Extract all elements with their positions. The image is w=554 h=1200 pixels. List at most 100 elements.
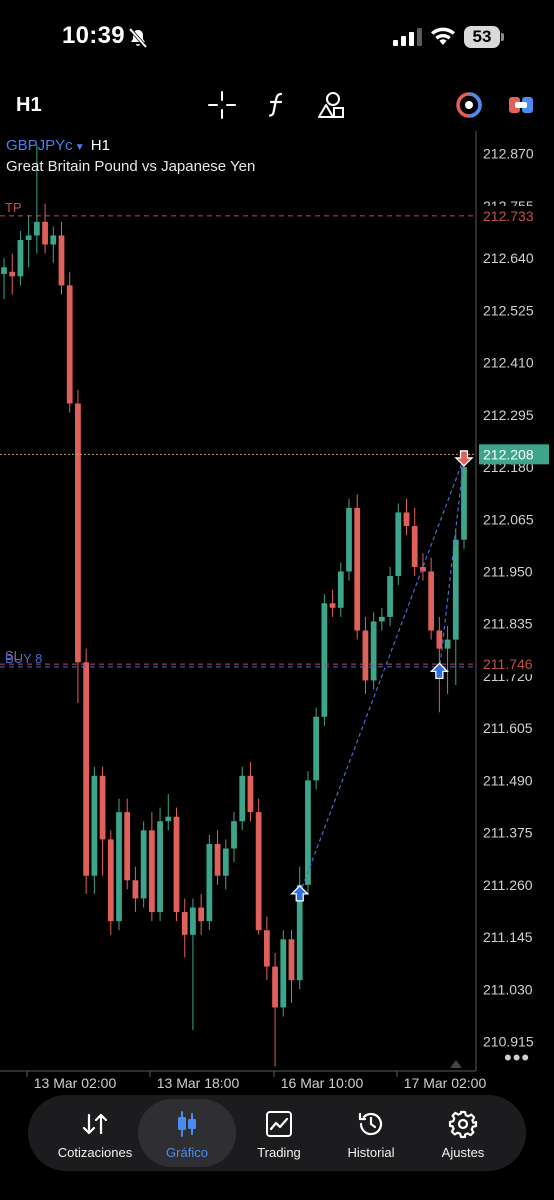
candle-body (354, 507, 361, 631)
candle-body (173, 816, 180, 913)
nav-label: Ajustes (441, 1145, 485, 1160)
price-chart[interactable]: 212.870212.755212.640212.525212.410212.2… (0, 131, 554, 1091)
time-tick-label: 17 Mar 02:00 (404, 1075, 487, 1091)
candle-body (222, 848, 229, 876)
candle-body (411, 526, 418, 567)
sl-value: 211.746 (483, 656, 533, 672)
candle-body (305, 780, 311, 885)
nav-label: Cotizaciones (57, 1145, 133, 1160)
tp-value-bg (479, 205, 549, 226)
battery-tip (501, 33, 504, 41)
candle-body (428, 571, 435, 631)
candle-body (1, 267, 7, 275)
sl-value-bg (479, 654, 549, 675)
symbol-dropdown-icon[interactable]: ▼ (74, 142, 85, 153)
nav-label: Historial (347, 1145, 395, 1160)
symbol-header[interactable]: GBPJPYc ▼ H1 (6, 137, 110, 154)
nav-label: Gráfico (166, 1145, 208, 1160)
price-tick-label: 211.490 (483, 772, 533, 788)
candle-body (420, 566, 426, 572)
candle-body (33, 221, 40, 236)
battery-indicator: 53 (464, 26, 504, 48)
candle-body (444, 639, 451, 649)
candle-body (247, 775, 254, 813)
price-tick-label: 212.640 (483, 250, 534, 266)
candle-body (280, 939, 287, 1008)
symbol-description: Great Britain Pound vs Japanese Yen (6, 158, 256, 175)
crosshair-icon[interactable] (207, 90, 237, 120)
buy-arrow-marker (290, 884, 310, 902)
candle-body (124, 812, 131, 881)
candle-body (75, 403, 81, 663)
price-tick-label: 211.605 (483, 720, 533, 736)
candle-body (370, 621, 377, 681)
candle-body (321, 603, 328, 717)
arrows-up-down-icon (80, 1109, 110, 1139)
candle-body (116, 812, 122, 922)
candle-body (272, 966, 278, 1008)
more-options-icon[interactable]: ••• (504, 1045, 531, 1070)
price-tick-label: 212.065 (483, 511, 534, 527)
candle-body (66, 285, 73, 404)
chart-toolbar: H1 (0, 80, 554, 130)
buy-8-label: BUY 8 (5, 651, 42, 666)
nav-ajustes[interactable]: Ajustes (415, 1095, 511, 1171)
trade-panel-icon[interactable] (506, 90, 536, 120)
nav-cotizaciones[interactable]: Cotizaciones (47, 1095, 143, 1171)
candlestick-icon (172, 1109, 202, 1139)
time-tick-label: 13 Mar 18:00 (157, 1075, 240, 1091)
price-tick-label: 210.915 (483, 1033, 534, 1049)
candle-body (346, 507, 352, 572)
sell-arrow-marker (454, 450, 474, 467)
bell-muted-icon (128, 27, 148, 49)
candle-body (288, 939, 295, 981)
tp-value: 212.733 (483, 208, 534, 224)
candle-body (296, 884, 303, 981)
time-tick-label: 13 Mar 02:00 (34, 1075, 117, 1091)
price-tick-label: 211.835 (483, 616, 533, 632)
candle-body (190, 907, 196, 935)
candle-body (387, 576, 393, 617)
price-tick-label: 211.260 (483, 877, 533, 893)
current-price-tag (479, 444, 549, 465)
active-tab-highlight (138, 1099, 236, 1167)
trade-link-line (438, 457, 465, 672)
candle-body (181, 912, 188, 935)
candle-body (83, 662, 90, 876)
gear-icon (448, 1109, 478, 1139)
indicators-function-icon[interactable] (262, 90, 292, 120)
battery-level: 53 (464, 26, 500, 48)
nav-historial[interactable]: Historial (323, 1095, 419, 1171)
candle-body (9, 271, 16, 277)
nav-grafico[interactable]: Gráfico (138, 1095, 236, 1171)
candle-body (461, 467, 467, 540)
candle-body (337, 571, 344, 608)
one-click-trading-icon[interactable] (454, 90, 484, 120)
nav-label: Trading (257, 1145, 301, 1160)
candle-body (157, 821, 163, 913)
symbol-timeframe: H1 (90, 137, 110, 154)
candlestick-chart[interactable]: 212.870212.755212.640212.525212.410212.2… (0, 131, 554, 1091)
price-tick-label: 212.410 (483, 355, 534, 371)
wifi-icon (431, 27, 455, 45)
clock-history-icon (356, 1109, 386, 1139)
price-tick-label: 211.375 (483, 825, 533, 841)
candle-body (206, 843, 213, 922)
timeframe-selector[interactable]: H1 (16, 94, 42, 116)
candle-body (239, 775, 246, 822)
candle-body (329, 603, 336, 608)
candle-body (25, 235, 32, 240)
time-tick-label: 16 Mar 10:00 (281, 1075, 364, 1091)
current-price-value: 212.208 (483, 446, 534, 462)
objects-shapes-icon[interactable] (316, 90, 346, 120)
status-bar: 10:39 53 (0, 0, 554, 76)
nav-trading[interactable]: Trading (231, 1095, 327, 1171)
sl-label: SL (5, 648, 21, 663)
price-tick-label: 212.525 (483, 302, 534, 318)
candle-body (214, 843, 221, 876)
line-chart-icon (264, 1109, 294, 1139)
symbol-name[interactable]: GBPJPYc (6, 137, 73, 154)
tp-label: TP (5, 200, 22, 215)
candle-body (395, 512, 402, 577)
candle-body (378, 616, 385, 622)
